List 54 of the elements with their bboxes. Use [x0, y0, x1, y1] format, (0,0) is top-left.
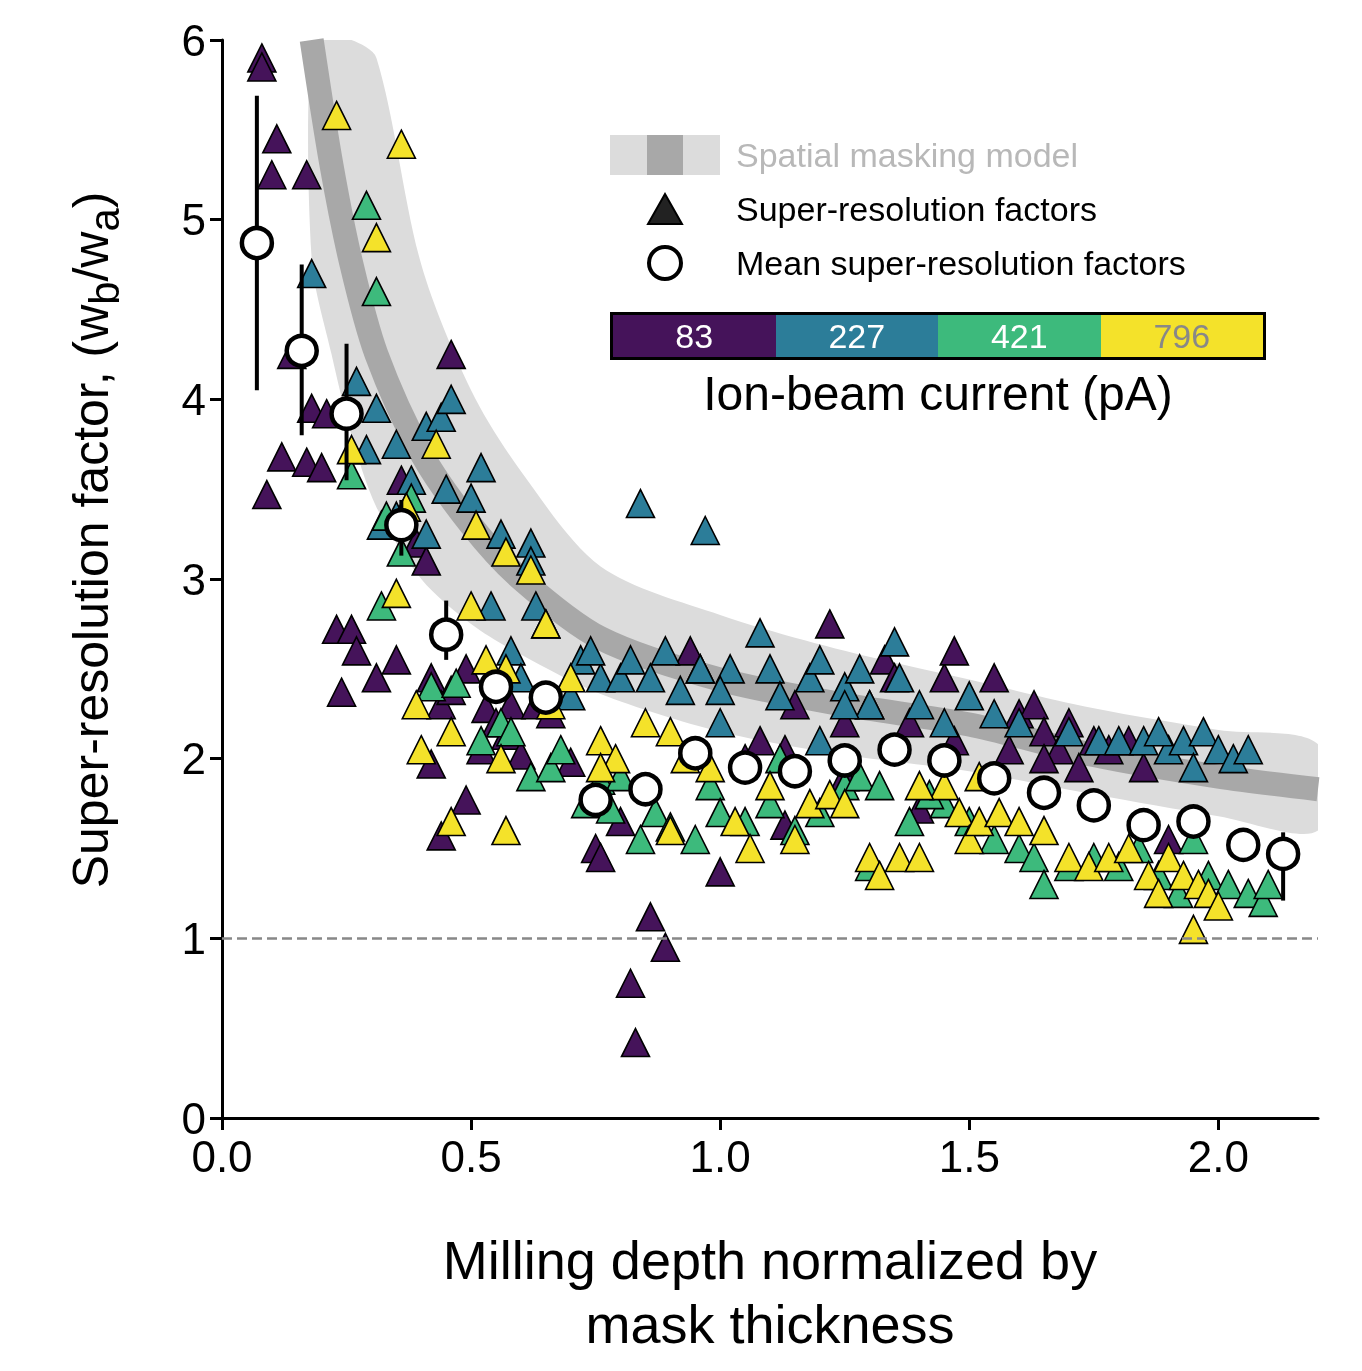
point — [478, 669, 514, 705]
y-tick-label: 5 — [181, 195, 206, 245]
point — [678, 736, 713, 771]
point — [979, 824, 1009, 855]
legend-label: Spatial masking model — [736, 135, 1079, 175]
point — [329, 396, 364, 431]
point — [366, 591, 397, 621]
point — [1029, 869, 1059, 900]
text: 796 — [1100, 315, 1263, 357]
point — [1265, 836, 1301, 872]
y-tick-label: 3 — [181, 554, 206, 604]
point — [466, 725, 496, 756]
x-axis-title: Milling depth normalized by mask thickness — [441, 1229, 1099, 1356]
point — [441, 668, 471, 699]
text: 421 — [938, 315, 1101, 357]
point — [416, 672, 447, 702]
y-tick-label: 4 — [181, 374, 206, 424]
point — [351, 190, 382, 221]
point — [680, 824, 711, 855]
point — [625, 824, 656, 855]
point — [1253, 869, 1283, 900]
point — [384, 507, 419, 543]
y-tick-label: 2 — [181, 734, 206, 784]
point — [976, 761, 1012, 796]
x-tick-label: 2.0 — [1187, 1131, 1249, 1181]
text: 227 — [775, 315, 938, 357]
point — [894, 806, 925, 837]
point — [545, 734, 576, 765]
point — [1026, 775, 1062, 811]
point — [777, 754, 813, 789]
y-tick-label: 6 — [181, 15, 206, 65]
point — [1019, 842, 1049, 873]
annotation: Super-resolution factors — [736, 189, 1097, 229]
text: 83 — [613, 315, 776, 357]
x-tick-label: 1.0 — [689, 1131, 751, 1181]
x-tick-label: 0.5 — [440, 1131, 502, 1181]
point — [727, 750, 763, 785]
point — [864, 770, 895, 801]
point — [927, 743, 962, 778]
point — [578, 782, 613, 818]
x-tick-label: 1.5 — [938, 1131, 1000, 1181]
y-tick-label: 1 — [181, 913, 206, 963]
point — [877, 732, 912, 767]
point — [1176, 804, 1211, 839]
legend-label: Mean super-resolution factors — [736, 243, 1186, 283]
point — [827, 743, 862, 778]
legend-title: Ion-beam current (pA) — [702, 366, 1174, 421]
point — [239, 225, 275, 261]
point — [528, 680, 564, 715]
point — [361, 276, 392, 307]
point — [284, 333, 319, 369]
point — [496, 716, 526, 747]
point — [428, 617, 464, 652]
point — [516, 761, 546, 792]
